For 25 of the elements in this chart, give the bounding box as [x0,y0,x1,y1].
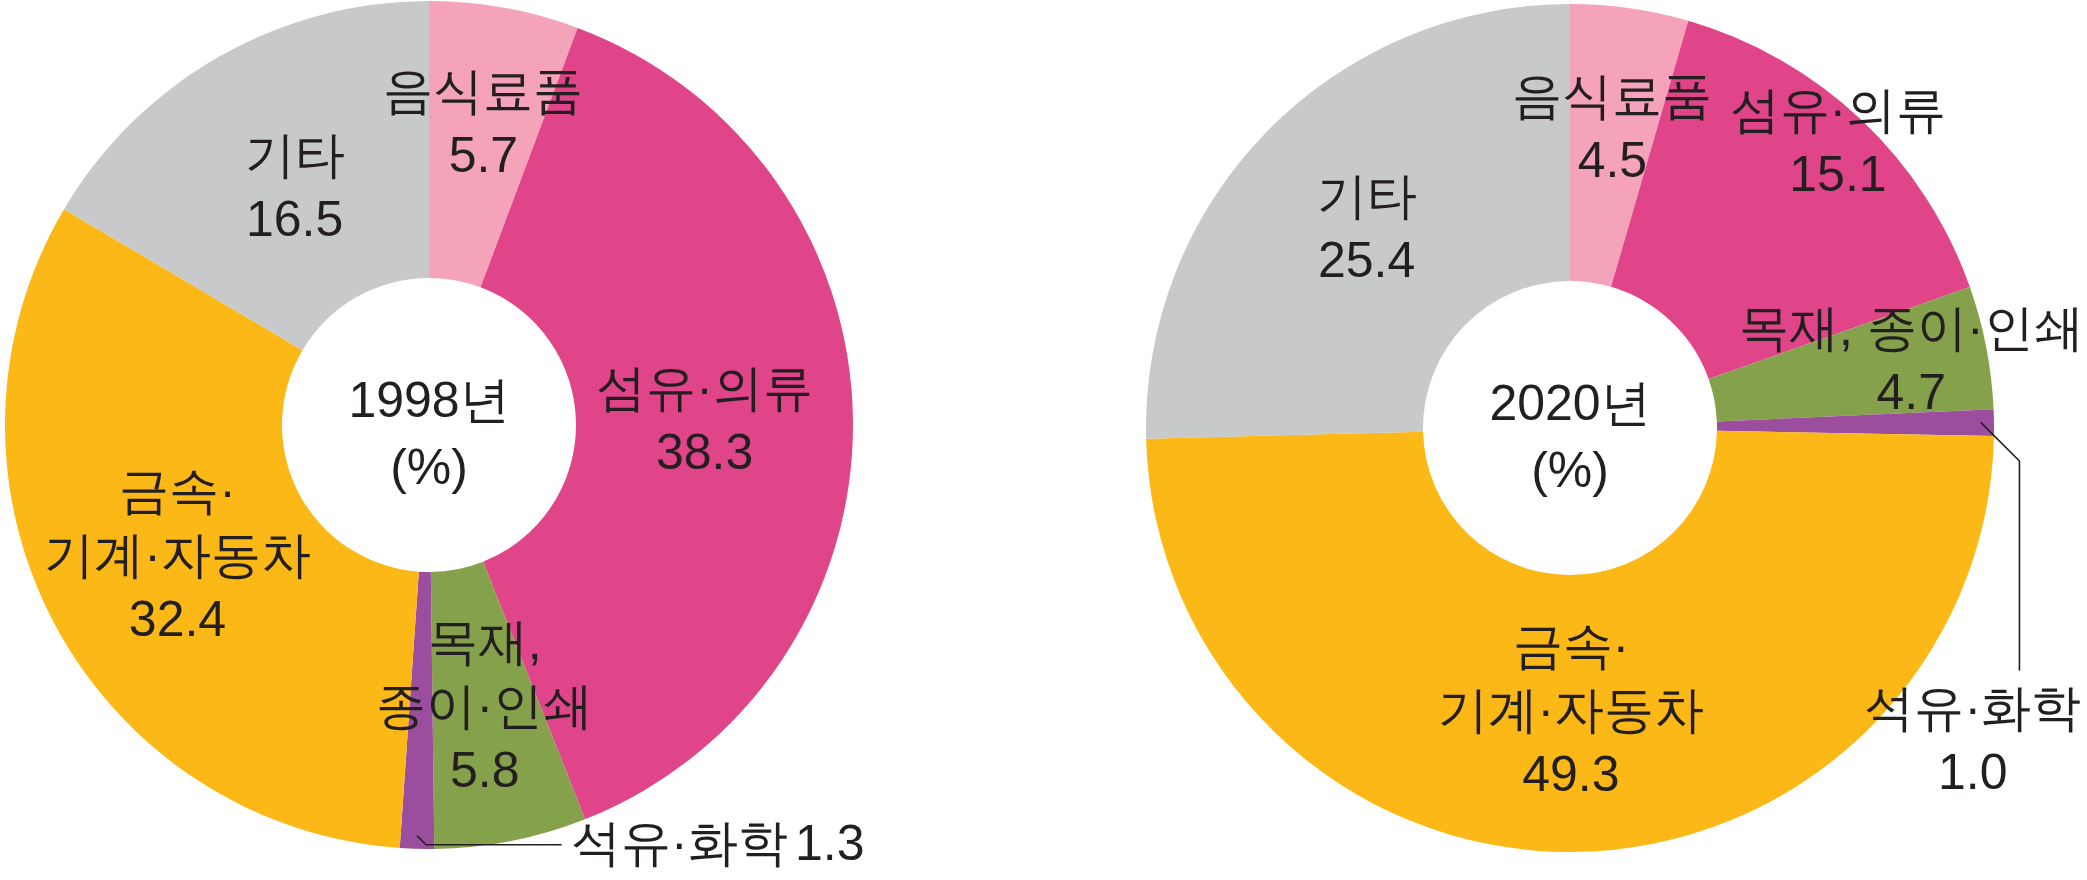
slice-label: 금속· 기계·자동차 [44,463,311,584]
data-label: 1.0 [1938,743,2008,800]
data-label: 15.1 [1789,146,1887,203]
text: (%) [390,439,468,495]
slice-label: 석유·화학 [571,814,788,871]
data-label: 1.3 [795,814,865,871]
slice-label: 기타 [244,127,345,184]
data-label: 25.4 [1317,231,1416,288]
data-label: 4.7 [1876,363,1947,420]
slice-label: 기타 [1316,167,1417,224]
slice-label: 금속· 기계·자동차 [1437,618,1705,739]
text: 2020년 [1489,375,1651,431]
data-label: 49.3 [1522,746,1620,803]
data-label: 16.5 [245,191,344,248]
data-label: 32.4 [128,591,227,648]
slice-label: 섬유·의류 [596,360,813,417]
donut-slice [1716,409,1994,436]
slice-label: 음식료품 [383,62,584,119]
data-label: 5.8 [450,741,520,798]
text: 1998년 [348,372,510,428]
slice-label: 음식료품 [1512,67,1713,124]
text: (%) [1531,442,1609,498]
data-label: 4.5 [1577,131,1648,188]
data-label: 38.3 [655,424,754,481]
data-label: 5.7 [448,126,519,183]
